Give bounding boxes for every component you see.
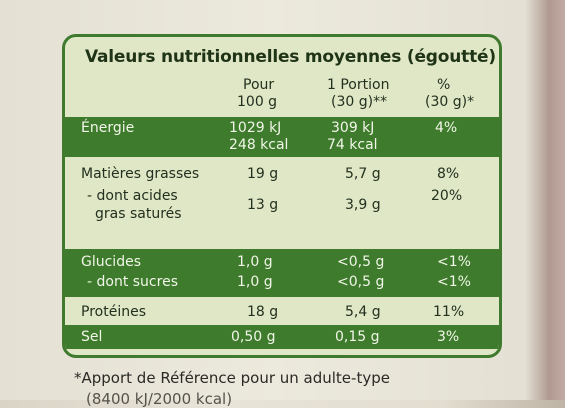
row-glucides: Glucides 1,0 g <0,5 g <1% - dont sucres …: [65, 249, 499, 297]
matieres-portion: 5,7 g: [345, 166, 381, 182]
header-portion-line1: 1 Portion: [327, 77, 390, 93]
energie-portion-kcal: 74 kcal: [327, 137, 378, 153]
proteines-portion: 5,4 g: [345, 304, 381, 320]
label-sel: Sel: [81, 329, 103, 345]
sel-100: 0,50 g: [231, 329, 276, 345]
satures-pct: 20%: [431, 188, 463, 204]
glucides-portion: <0,5 g: [337, 254, 385, 270]
label-energie: Énergie: [81, 120, 135, 136]
header-portion-line2: (30 g)**: [331, 94, 388, 110]
sucres-portion: <0,5 g: [337, 274, 385, 290]
sel-portion: 0,15 g: [335, 329, 380, 345]
nutrition-table: Valeurs nutritionnelles moyennes (égoutt…: [62, 34, 502, 358]
row-matieres-grasses: Matières grasses 19 g 5,7 g 8%: [65, 165, 499, 185]
row-satures: - dont acides gras saturés 13 g 3,9 g 20…: [65, 187, 499, 227]
table-title: Valeurs nutritionnelles moyennes (égoutt…: [85, 47, 496, 67]
proteines-pct: 11%: [433, 304, 465, 320]
label-satures-2: gras saturés: [95, 206, 182, 222]
header-pct-line2: (30 g)*: [425, 94, 475, 110]
satures-100: 13 g: [247, 197, 279, 213]
matieres-100: 19 g: [247, 166, 279, 182]
proteines-100: 18 g: [247, 304, 279, 320]
label-matieres: Matières grasses: [81, 166, 200, 182]
energie-100-kcal: 248 kcal: [229, 137, 289, 153]
label-sucres: - dont sucres: [87, 274, 178, 290]
packaging-edge: [525, 0, 565, 400]
row-sel: Sel 0,50 g 0,15 g 3%: [65, 325, 499, 349]
glucides-pct: <1%: [437, 254, 471, 270]
satures-portion: 3,9 g: [345, 197, 381, 213]
row-energie: Énergie 1029 kJ 248 kcal 309 kJ 74 kcal …: [65, 117, 499, 157]
glucides-100: 1,0 g: [237, 254, 273, 270]
footnote: *Apport de Référence pour un adulte-type: [74, 369, 390, 387]
sucres-pct: <1%: [437, 274, 471, 290]
sel-pct: 3%: [437, 329, 460, 345]
row-proteines: Protéines 18 g 5,4 g 11%: [65, 301, 499, 323]
energie-100-kj: 1029 kJ: [229, 120, 282, 136]
label-proteines: Protéines: [81, 304, 146, 320]
sucres-100: 1,0 g: [237, 274, 273, 290]
header-per100-line2: 100 g: [237, 94, 278, 110]
header-pct-line1: %: [437, 77, 451, 93]
matieres-pct: 8%: [437, 166, 460, 182]
header-per100-line1: Pour: [243, 77, 275, 93]
label-glucides: Glucides: [81, 254, 141, 270]
label-satures-1: - dont acides: [87, 188, 178, 204]
footnote-cut: (8400 kJ/2000 kcal): [86, 390, 233, 408]
energie-pct: 4%: [435, 120, 458, 136]
energie-portion-kj: 309 kJ: [331, 120, 375, 136]
